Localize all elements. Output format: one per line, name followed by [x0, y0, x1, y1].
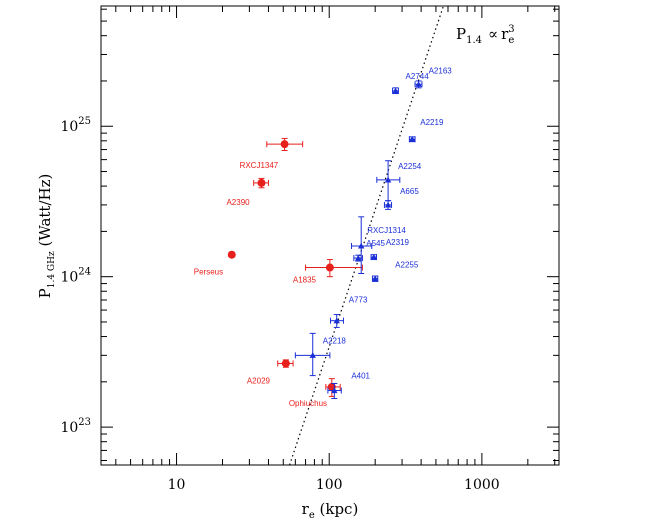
y-tick-label: 1024 [60, 267, 91, 286]
data-marks: RXCJ1347A2390PerseusA1835A2029OphiuchusA… [194, 66, 453, 408]
point-label-a2219: A2219 [420, 118, 444, 127]
point-label-perseus: Perseus [194, 268, 223, 277]
point-a2390 [257, 178, 266, 187]
point-rxcj1314 [357, 242, 365, 249]
point-perseus [227, 250, 236, 259]
point-a665 [384, 201, 392, 208]
point-a2219 [409, 136, 416, 142]
plot-frame [100, 5, 560, 466]
point-label-a2390: A2390 [226, 198, 250, 207]
point-a401 [331, 387, 338, 394]
point-a2163 [415, 81, 422, 87]
x-tick-label: 1000 [464, 477, 500, 493]
point-rxcj1347 [280, 140, 289, 149]
point-a2319 [370, 253, 378, 260]
point-label-a1835: A1835 [293, 276, 317, 285]
point-a773 [333, 317, 340, 324]
axis-ticks [101, 6, 559, 465]
point-a545 [355, 254, 362, 261]
point-label-a2218: A2218 [323, 336, 347, 345]
point-a2255 [371, 275, 379, 282]
point-a2744 [392, 87, 399, 94]
point-label-rxcj1347: RXCJ1347 [240, 161, 279, 170]
point-label-a665: A665 [400, 187, 419, 196]
axis-tick-labels: 10 100 1000 1023 1024 1025 [60, 116, 499, 493]
point-label-a2319: A2319 [386, 238, 410, 247]
point-a2029 [281, 359, 290, 368]
y-tick-label: 1025 [60, 116, 91, 135]
fit-formula: P1.4 ∝ re3 [456, 24, 515, 46]
point-label-a2744: A2744 [406, 72, 430, 81]
y-tick-label: 1023 [60, 417, 91, 436]
point-label-a2029: A2029 [247, 376, 271, 385]
point-a1835 [325, 263, 334, 272]
point-label-a773: A773 [349, 296, 368, 305]
x-axis-title: re (kpc) [302, 500, 359, 521]
x-tick-label: 100 [316, 477, 343, 493]
point-label-a545: A545 [366, 239, 385, 248]
point-label-rxcj1314: RXCJ1314 [367, 226, 406, 235]
series-red: RXCJ1347 A2390 Perseus A1835 A2029 Ophiuchus [194, 137, 363, 408]
point-label-a2254: A2254 [398, 162, 422, 171]
point-label-ophiuchus: Ophiuchus [289, 399, 327, 408]
y-axis-title: P1.4 GHz (Watt/Hz) [36, 174, 57, 299]
point-a2218 [309, 352, 316, 358]
point-label-a2163: A2163 [429, 66, 453, 75]
point-label-a2255: A2255 [395, 261, 419, 270]
x-tick-label: 10 [168, 477, 186, 493]
point-a2254 [384, 176, 392, 183]
point-label-a401: A401 [351, 372, 370, 381]
